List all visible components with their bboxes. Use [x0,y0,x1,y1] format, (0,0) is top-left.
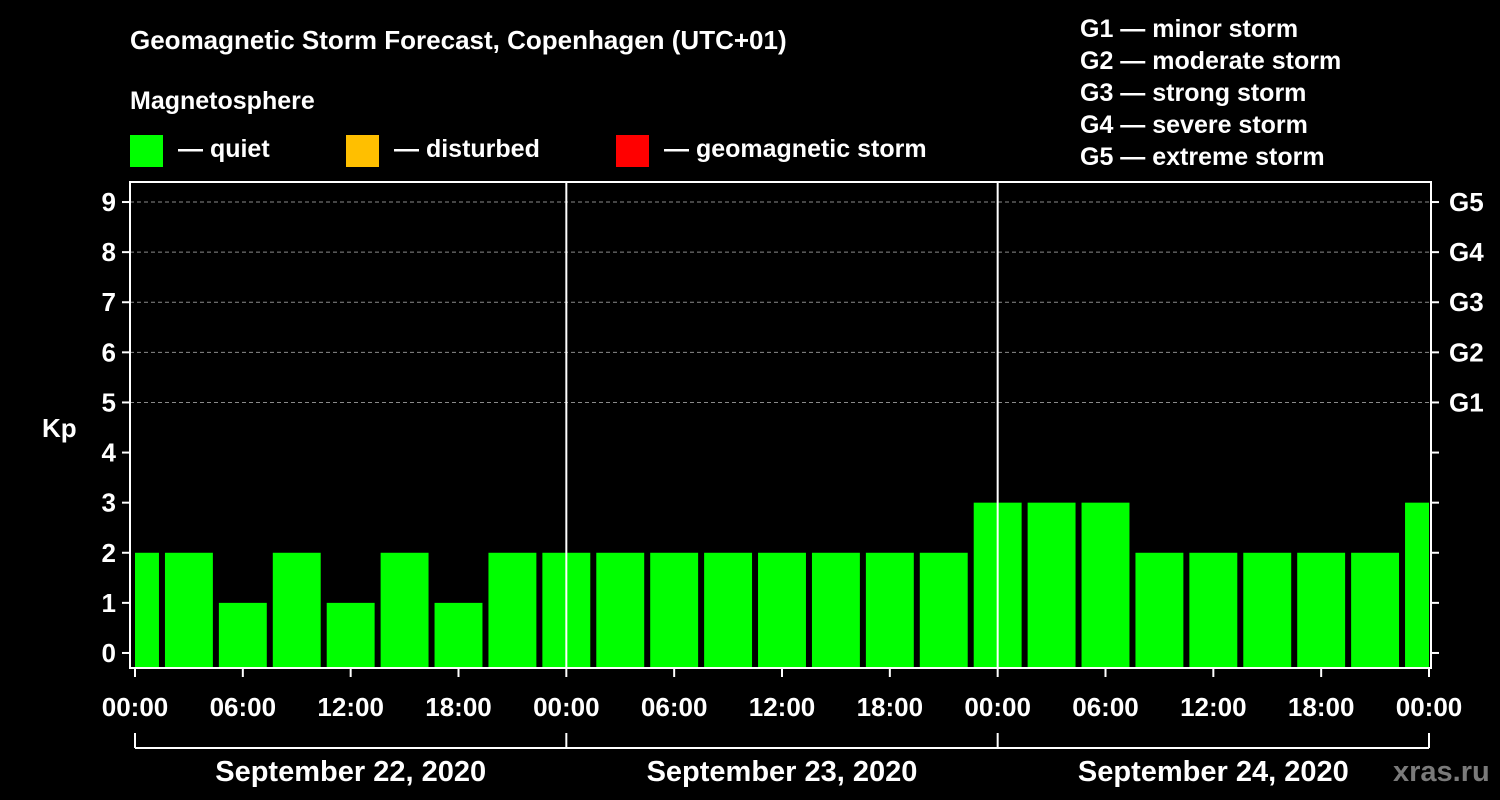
x-tick-label: 12:00 [1180,692,1247,722]
y-tick-label: 9 [102,187,116,217]
x-tick-label: 18:00 [857,692,924,722]
x-tick-label: 18:00 [425,692,492,722]
x-tick-label: 00:00 [102,692,169,722]
x-tick-label: 00:00 [964,692,1031,722]
kp-bar [272,552,321,668]
storm-level-label: G2 [1449,337,1484,367]
y-tick-label: 7 [102,287,116,317]
kp-bar [1135,552,1184,668]
kp-bar [865,552,914,668]
y-tick-label: 4 [102,438,117,468]
kp-bar [1405,502,1429,668]
kp-bar [380,552,429,668]
kp-bar [1189,552,1238,668]
storm-scale-g1: G1 — minor storm [1080,15,1298,43]
x-tick-label: 00:00 [533,692,600,722]
kp-bar [1081,502,1130,668]
storm-level-label: G5 [1449,187,1484,217]
legend-swatch-disturbed [346,135,379,167]
x-tick-label: 06:00 [641,692,708,722]
chart-title: Geomagnetic Storm Forecast, Copenhagen (… [130,25,787,55]
y-axis-label: Kp [42,413,77,443]
storm-level-label: G4 [1449,237,1484,267]
storm-scale-g2: G2 — moderate storm [1080,47,1341,75]
y-tick-label: 2 [102,538,116,568]
x-tick-label: 12:00 [317,692,384,722]
kp-bar [1243,552,1292,668]
kp-bar [1027,502,1076,668]
y-tick-label: 1 [102,588,116,618]
y-tick-label: 5 [102,387,116,417]
date-label: September 22, 2020 [215,756,486,788]
x-tick-label: 18:00 [1288,692,1355,722]
x-tick-label: 12:00 [749,692,816,722]
kp-bar [596,552,645,668]
x-tick-label: 06:00 [210,692,277,722]
watermark: xras.ru [1393,756,1490,788]
storm-level-label: G3 [1449,287,1484,317]
kp-bar [434,602,483,668]
kp-bar [758,552,806,668]
y-tick-label: 3 [102,488,116,518]
storm-level-label: G1 [1449,387,1484,417]
kp-bar [164,552,213,668]
plot-frame [129,181,1432,669]
kp-bar [811,552,860,668]
kp-bar [326,602,375,668]
kp-bar [218,602,267,668]
kp-bar [704,552,753,668]
legend-label-storm: — geomagnetic storm [664,135,927,163]
storm-scale-g4: G4 — severe storm [1080,111,1308,139]
kp-bar [919,552,968,668]
legend-label-quiet: — quiet [178,135,270,163]
kp-bar [135,552,159,668]
legend-swatch-storm [616,135,649,167]
date-label: September 24, 2020 [1078,756,1349,788]
kp-bar [488,552,537,668]
x-tick-label: 06:00 [1072,692,1139,722]
legend-label-disturbed: — disturbed [394,135,540,163]
storm-scale-g5: G5 — extreme storm [1080,143,1325,171]
storm-scale-g3: G3 — strong storm [1080,79,1306,107]
kp-bar [1351,552,1400,668]
kp-bar [650,552,699,668]
x-tick-label: 00:00 [1396,692,1463,722]
legend-heading: Magnetosphere [130,87,315,115]
legend-swatch-quiet [130,135,163,167]
y-tick-label: 0 [102,638,116,668]
y-tick-label: 6 [102,337,116,367]
date-label: September 23, 2020 [647,756,918,788]
y-tick-label: 8 [102,237,116,267]
kp-bar [1297,552,1346,668]
